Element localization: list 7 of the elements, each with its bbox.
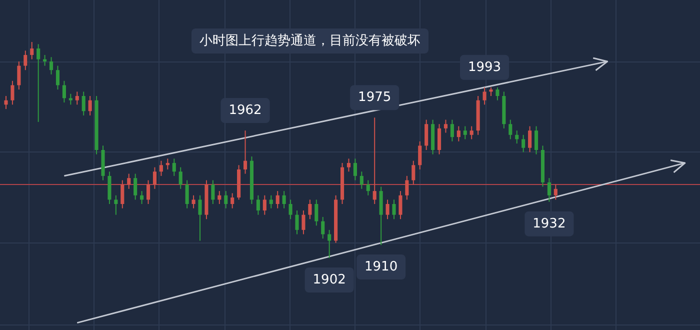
annotation: 1910 (364, 260, 398, 275)
annotation: 1902 (312, 272, 346, 288)
annotation: 1993 (468, 60, 502, 75)
annotation: 1932 (532, 216, 566, 232)
annotation: 1962 (228, 103, 262, 118)
annotation: 1975 (358, 90, 392, 106)
title: 小时图上行趋势通道，目前没有被破坏 (200, 34, 420, 48)
